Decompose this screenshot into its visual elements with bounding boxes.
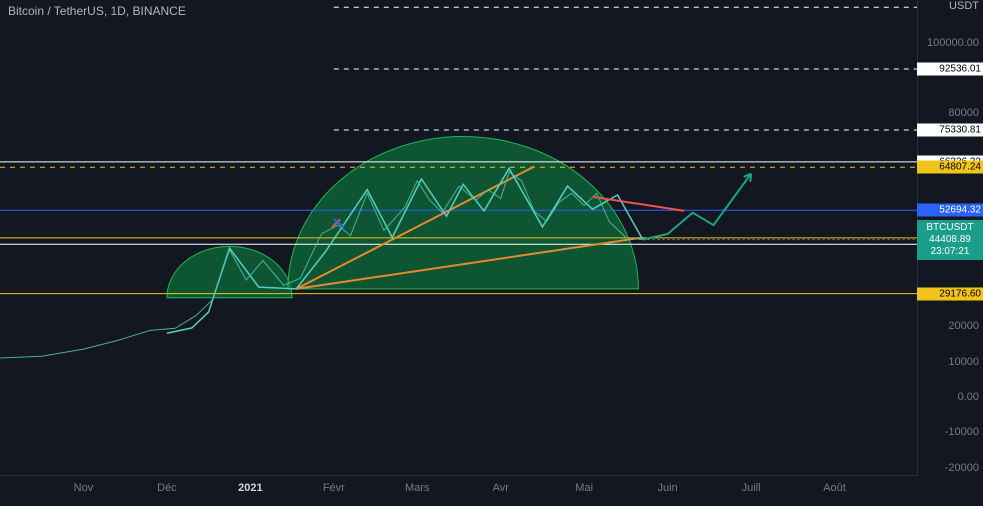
chart-svg xyxy=(0,0,918,475)
y-tick: -10000 xyxy=(945,426,979,438)
currency-label: USDT xyxy=(949,0,979,12)
x-axis[interactable]: Nov Déc 2021 Févr Mars Avr Mai Juin Juill Août xyxy=(0,475,918,506)
x-tick: Déc xyxy=(157,482,177,494)
x-tick: Juill xyxy=(742,482,761,494)
y-tick: 100000.00 xyxy=(927,37,979,49)
x-tick: Avr xyxy=(493,482,509,494)
y-tick: -20000 xyxy=(945,462,979,474)
price-level-tag: 75330.81 xyxy=(917,123,983,136)
price-level-tag: 92536.01 xyxy=(917,62,983,75)
x-tick: Mai xyxy=(575,482,593,494)
plot-area[interactable] xyxy=(0,0,918,475)
x-tick: 2021 xyxy=(238,482,262,494)
x-tick: Mars xyxy=(405,482,429,494)
x-tick: Févr xyxy=(323,482,345,494)
x-tick: Nov xyxy=(74,482,94,494)
chart-container: Bitcoin / TetherUS, 1D, BINANCE USDT -20… xyxy=(0,0,983,506)
x-tick: Août xyxy=(823,482,846,494)
symbol-title[interactable]: Bitcoin / TetherUS, 1D, BINANCE xyxy=(8,4,186,18)
y-tick: 0.00 xyxy=(958,391,979,403)
current-price-tag: BTCUSDT44408.8923:07:21 xyxy=(917,220,983,260)
y-tick: 80000 xyxy=(948,107,979,119)
price-level-tag: 64807.24 xyxy=(917,161,983,174)
price-level-tag: 52694.32 xyxy=(917,204,983,217)
price-level-tag: 29176.60 xyxy=(917,287,983,300)
y-tick: 20000 xyxy=(948,320,979,332)
x-tick: Juin xyxy=(658,482,678,494)
y-tick: 10000 xyxy=(948,356,979,368)
y-axis[interactable]: USDT -20000 -10000 0.00 10000 20000 80000 1000… xyxy=(917,0,983,475)
